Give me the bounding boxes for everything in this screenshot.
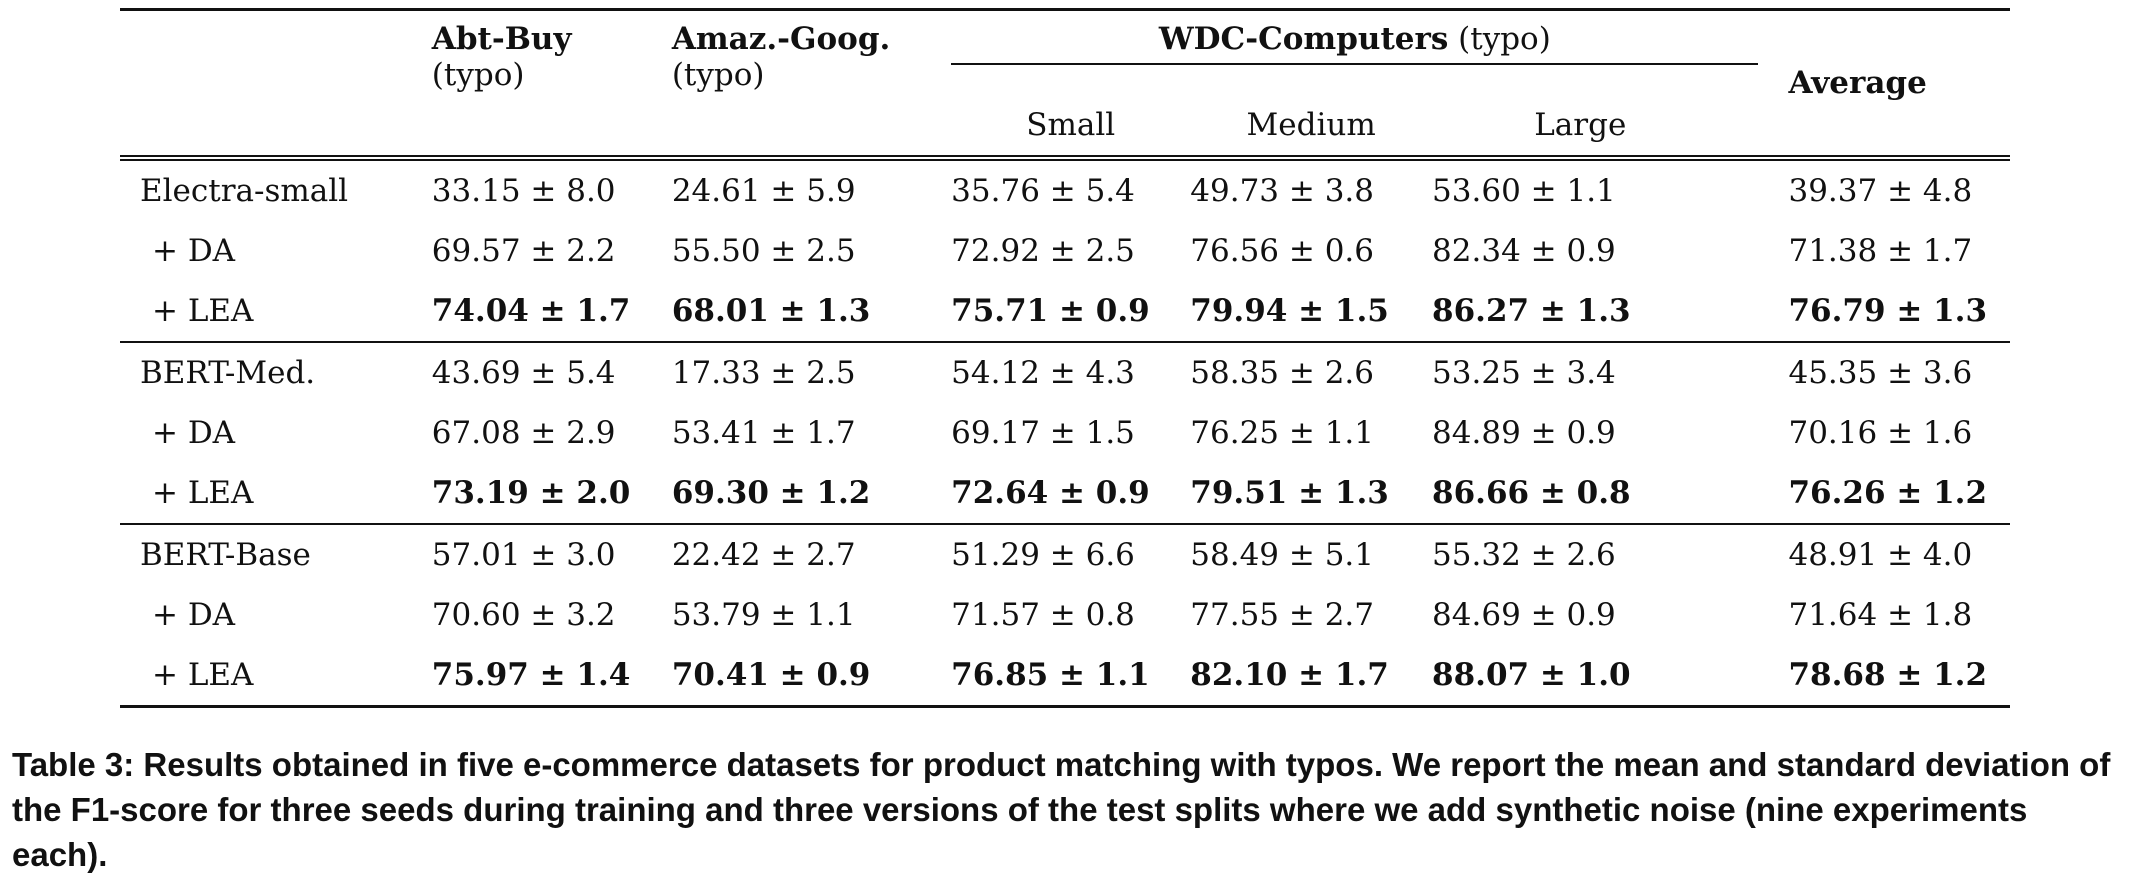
header-row-2: Small Medium Large bbox=[120, 95, 2010, 158]
value-cell-abt: 57.01 ± 3.0 bbox=[431, 537, 616, 573]
value-cell-medium: 49.73 ± 3.8 bbox=[1190, 173, 1374, 209]
value-cell-avg: 71.64 ± 1.8 bbox=[1788, 597, 1973, 633]
value-cell-avg: 48.91 ± 4.0 bbox=[1788, 537, 1973, 573]
results-table-container: Abt-Buy (typo) Amaz.-Goog. (typo) WDC-Co… bbox=[120, 8, 2010, 708]
value-cell-large: 84.69 ± 0.9 bbox=[1432, 597, 1616, 633]
header-average: Average bbox=[1788, 65, 1927, 101]
value-cell-abt: 33.15 ± 8.0 bbox=[431, 173, 616, 209]
value-cell-amz: 55.50 ± 2.5 bbox=[671, 233, 856, 269]
value-cell-large: 86.66 ± 0.8 bbox=[1432, 475, 1631, 511]
value-cell-small: 35.76 ± 5.4 bbox=[951, 173, 1135, 209]
table-row: Electra-small 33.15 ± 8.0 24.61 ± 5.9 35.76… bbox=[120, 158, 2010, 221]
value-cell-medium: 77.55 ± 2.7 bbox=[1190, 597, 1374, 633]
table-row: + LEA 73.19 ± 2.0 69.30 ± 1.2 72.64 ± 0.9 79… bbox=[120, 463, 2010, 524]
value-cell-medium: 79.94 ± 1.5 bbox=[1190, 293, 1389, 329]
header-wdc-line: WDC-Computers (typo) bbox=[951, 21, 1759, 65]
header-empty-3 bbox=[672, 95, 951, 158]
table-row: BERT-Med. 43.69 ± 5.4 17.33 ± 2.5 54.12 ± 4… bbox=[120, 342, 2010, 403]
value-cell-small: 72.92 ± 2.5 bbox=[951, 233, 1135, 269]
value-cell-amz: 24.61 ± 5.9 bbox=[671, 173, 856, 209]
table-row: + DA 70.60 ± 3.2 53.79 ± 1.1 71.57 ± 0.8 77.… bbox=[120, 585, 2010, 645]
model-cell: BERT-Med. bbox=[140, 355, 316, 391]
header-large: Large bbox=[1534, 107, 1627, 143]
value-cell-abt: 67.08 ± 2.9 bbox=[431, 415, 616, 451]
value-cell-amz: 70.41 ± 0.9 bbox=[671, 657, 871, 693]
model-cell: + LEA bbox=[152, 293, 254, 329]
value-cell-avg: 39.37 ± 4.8 bbox=[1788, 173, 1973, 209]
model-cell: + LEA bbox=[152, 475, 254, 511]
table-row: + LEA 74.04 ± 1.7 68.01 ± 1.3 75.71 ± 0.9 79… bbox=[120, 281, 2010, 342]
model-cell: BERT-Base bbox=[140, 537, 311, 573]
value-cell-small: 72.64 ± 0.9 bbox=[951, 475, 1150, 511]
value-cell-large: 88.07 ± 1.0 bbox=[1432, 657, 1631, 693]
table-row: + LEA 75.97 ± 1.4 70.41 ± 0.9 76.85 ± 1.1 82… bbox=[120, 645, 2010, 707]
header-abt-buy-sub: (typo) bbox=[431, 57, 525, 93]
value-cell-abt: 75.97 ± 1.4 bbox=[431, 657, 631, 693]
value-cell-small: 69.17 ± 1.5 bbox=[951, 415, 1135, 451]
header-model bbox=[120, 10, 432, 96]
header-abt-buy-title: Abt-Buy bbox=[431, 21, 572, 57]
value-cell-abt: 74.04 ± 1.7 bbox=[431, 293, 631, 329]
value-cell-small: 76.85 ± 1.1 bbox=[951, 657, 1150, 693]
value-cell-amz: 53.79 ± 1.1 bbox=[671, 597, 856, 633]
value-cell-avg: 45.35 ± 3.6 bbox=[1788, 355, 1973, 391]
value-cell-small: 51.29 ± 6.6 bbox=[951, 537, 1135, 573]
value-cell-large: 53.60 ± 1.1 bbox=[1432, 173, 1616, 209]
value-cell-large: 55.32 ± 2.6 bbox=[1432, 537, 1616, 573]
value-cell-small: 54.12 ± 4.3 bbox=[951, 355, 1135, 391]
header-amaz-goog: Amaz.-Goog. (typo) bbox=[672, 10, 951, 96]
header-small: Small bbox=[1026, 107, 1116, 143]
model-cell: Electra-small bbox=[140, 173, 349, 209]
value-cell-medium: 58.35 ± 2.6 bbox=[1190, 355, 1374, 391]
table-row: + DA 69.57 ± 2.2 55.50 ± 2.5 72.92 ± 2.5 76.… bbox=[120, 221, 2010, 281]
header-wdc-sub: (typo) bbox=[1458, 21, 1551, 57]
header-wdc-title: WDC-Computers bbox=[1158, 21, 1449, 57]
model-cell: + DA bbox=[152, 415, 236, 451]
value-cell-avg: 76.79 ± 1.3 bbox=[1788, 293, 1988, 329]
value-cell-avg: 76.26 ± 1.2 bbox=[1788, 475, 1988, 511]
value-cell-abt: 70.60 ± 3.2 bbox=[431, 597, 616, 633]
value-cell-amz: 53.41 ± 1.7 bbox=[671, 415, 856, 451]
results-table: Abt-Buy (typo) Amaz.-Goog. (typo) WDC-Co… bbox=[120, 8, 2010, 708]
table-row: + DA 67.08 ± 2.9 53.41 ± 1.7 69.17 ± 1.5 76.… bbox=[120, 403, 2010, 463]
model-cell: + LEA bbox=[152, 657, 254, 693]
value-cell-small: 71.57 ± 0.8 bbox=[951, 597, 1135, 633]
table-body: Electra-small 33.15 ± 8.0 24.61 ± 5.9 35.76… bbox=[120, 158, 2010, 707]
value-cell-large: 53.25 ± 3.4 bbox=[1432, 355, 1616, 391]
value-cell-amz: 17.33 ± 2.5 bbox=[671, 355, 856, 391]
value-cell-medium: 79.51 ± 1.3 bbox=[1190, 475, 1389, 511]
header-amaz-goog-sub: (typo) bbox=[671, 57, 765, 93]
header-abt-buy: Abt-Buy (typo) bbox=[432, 10, 672, 96]
value-cell-avg: 70.16 ± 1.6 bbox=[1788, 415, 1973, 451]
value-cell-large: 82.34 ± 0.9 bbox=[1432, 233, 1616, 269]
table-caption: Table 3: Results obtained in five e-comm… bbox=[12, 746, 2111, 873]
value-cell-large: 84.89 ± 0.9 bbox=[1432, 415, 1616, 451]
value-cell-medium: 58.49 ± 5.1 bbox=[1190, 537, 1374, 573]
value-cell-abt: 69.57 ± 2.2 bbox=[431, 233, 616, 269]
value-cell-avg: 71.38 ± 1.7 bbox=[1788, 233, 1973, 269]
value-cell-medium: 82.10 ± 1.7 bbox=[1190, 657, 1389, 693]
value-cell-abt: 73.19 ± 2.0 bbox=[431, 475, 631, 511]
header-medium: Medium bbox=[1246, 107, 1376, 143]
value-cell-medium: 76.56 ± 0.6 bbox=[1190, 233, 1374, 269]
value-cell-large: 86.27 ± 1.3 bbox=[1432, 293, 1631, 329]
value-cell-amz: 68.01 ± 1.3 bbox=[671, 293, 871, 329]
header-row-1: Abt-Buy (typo) Amaz.-Goog. (typo) WDC-Co… bbox=[120, 9, 2010, 101]
value-cell-medium: 76.25 ± 1.1 bbox=[1190, 415, 1374, 451]
header-empty-1 bbox=[120, 95, 432, 158]
header-amaz-goog-title: Amaz.-Goog. bbox=[671, 21, 891, 57]
value-cell-avg: 78.68 ± 1.2 bbox=[1788, 657, 1988, 693]
value-cell-amz: 69.30 ± 1.2 bbox=[671, 475, 871, 511]
header-empty-2 bbox=[432, 95, 672, 158]
header-wdc-group: WDC-Computers (typo) bbox=[951, 10, 1788, 96]
value-cell-small: 75.71 ± 0.9 bbox=[951, 293, 1150, 329]
model-cell: + DA bbox=[152, 233, 236, 269]
value-cell-abt: 43.69 ± 5.4 bbox=[431, 355, 616, 391]
table-row: BERT-Base 57.01 ± 3.0 22.42 ± 2.7 51.29 ± 6… bbox=[120, 524, 2010, 585]
model-cell: + DA bbox=[152, 597, 236, 633]
value-cell-amz: 22.42 ± 2.7 bbox=[671, 537, 856, 573]
